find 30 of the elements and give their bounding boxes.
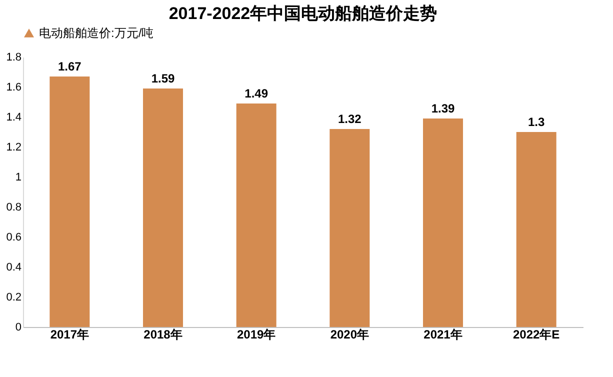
- data-label: 1.67: [58, 60, 82, 74]
- data-label: 1.3: [528, 115, 545, 129]
- y-tick-label: 1.2: [6, 142, 22, 154]
- data-label: 1.59: [151, 72, 175, 86]
- legend-label: 电动船舶造价:万元/吨: [39, 26, 154, 40]
- y-tick-label: 0: [15, 322, 22, 334]
- bar: [236, 104, 276, 327]
- bar: [516, 132, 556, 327]
- y-tick-label: 1: [15, 172, 22, 184]
- y-tick-label: 1.8: [6, 52, 22, 64]
- bar: [330, 129, 370, 327]
- x-tick-label: 2022年E: [512, 328, 560, 342]
- y-tick-label: 1.6: [6, 82, 22, 94]
- bar: [143, 88, 183, 327]
- x-tick-label: 2017年: [50, 328, 90, 342]
- x-tick-label: 2019年: [236, 328, 276, 342]
- x-tick-label: 2021年: [424, 328, 462, 342]
- bar: [50, 76, 90, 327]
- x-tick-label: 2018年: [144, 328, 182, 342]
- y-tick-label: 0.6: [6, 232, 22, 244]
- x-tick-label: 2020年: [330, 328, 370, 342]
- y-tick-label: 1.4: [6, 112, 22, 124]
- y-tick-label: 0.4: [6, 262, 22, 274]
- data-label: 1.39: [431, 102, 455, 116]
- data-label: 1.32: [338, 112, 362, 126]
- data-label: 1.49: [244, 86, 268, 100]
- y-tick-label: 0.8: [6, 202, 22, 214]
- y-tick-label: 0.2: [6, 292, 22, 304]
- chart-title: 2017-2022年中国电动船舶造价走势: [168, 4, 438, 23]
- bar: [423, 118, 463, 327]
